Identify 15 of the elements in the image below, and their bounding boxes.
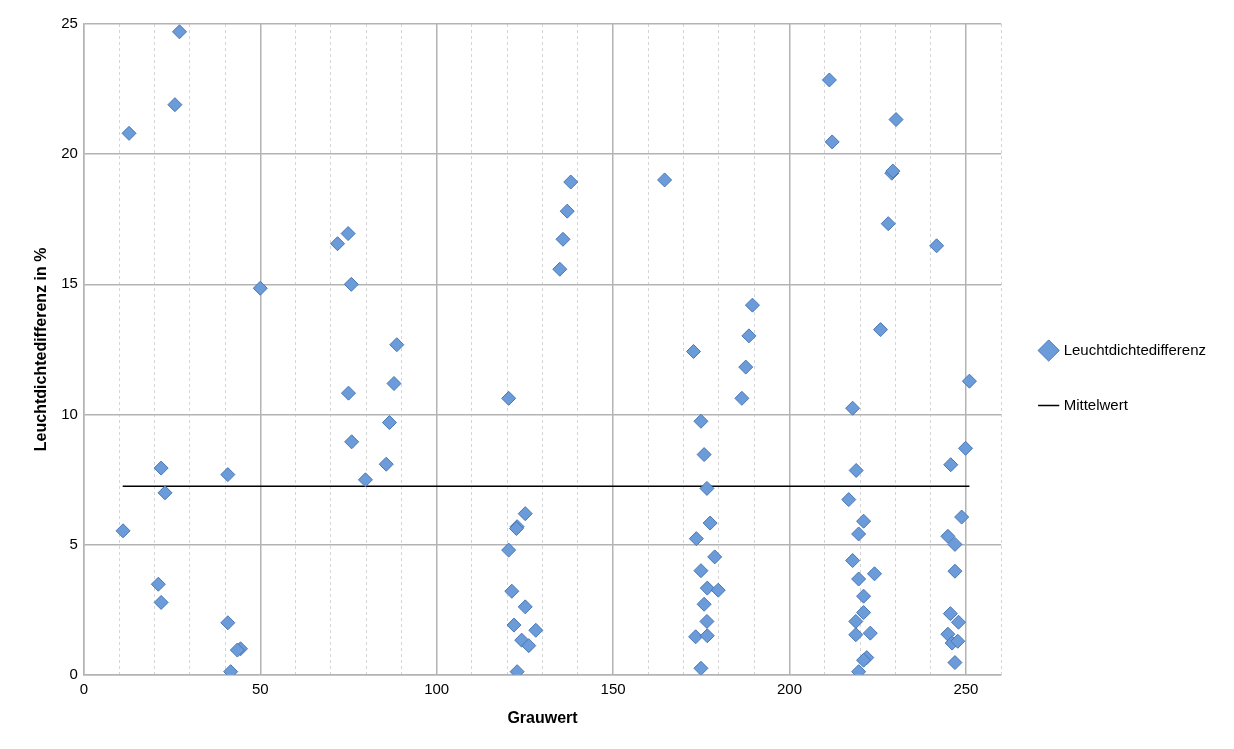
y-axis-title: Leuchtdichtedifferenz in % <box>32 247 50 452</box>
x-tick-label: 150 <box>600 679 626 697</box>
y-tick-label: 25 <box>61 14 78 32</box>
x-tick-label: 100 <box>424 679 450 697</box>
x-tick-label: 200 <box>776 679 803 697</box>
legend-label: Mittelwert <box>1063 395 1129 413</box>
x-tick-label: 50 <box>251 679 269 697</box>
y-tick-label: 5 <box>69 534 78 552</box>
y-tick-label: 0 <box>69 664 78 682</box>
y-tick-label: 15 <box>61 274 78 292</box>
x-tick-label: 250 <box>953 679 979 697</box>
y-tick-label: 20 <box>61 144 78 162</box>
legend-label: Leuchtdichtedifferenz <box>1063 340 1206 358</box>
x-axis-title: Grauwert <box>507 708 579 726</box>
y-tick-label: 10 <box>61 404 78 422</box>
